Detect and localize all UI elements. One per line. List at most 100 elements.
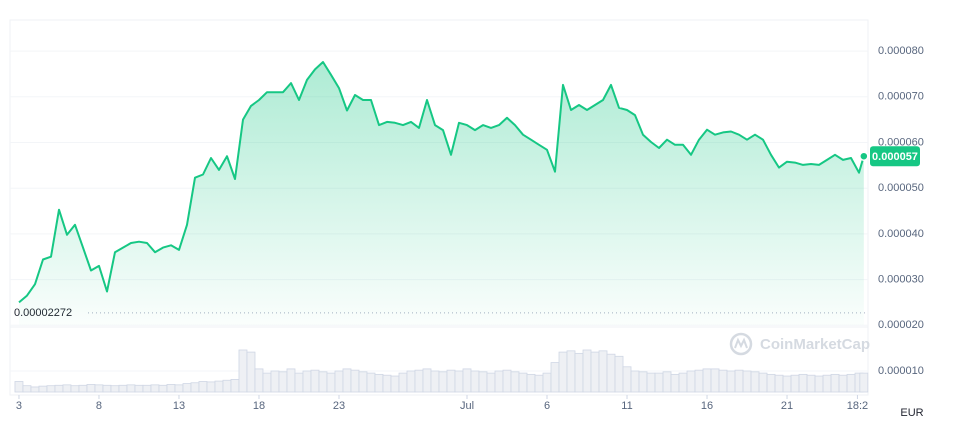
volume-bar	[614, 355, 624, 393]
y-tick-label: 0.000020	[878, 319, 924, 331]
x-tick-label: 11	[621, 400, 632, 412]
watermark-text: CoinMarketCap	[760, 336, 870, 353]
volume-bar	[686, 370, 696, 393]
volume-bar	[374, 373, 384, 393]
volume-bar	[78, 384, 88, 393]
y-tick-label: 0.000030	[878, 274, 924, 286]
volume-bar	[734, 369, 744, 393]
volume-bar	[14, 381, 24, 393]
volume-bar	[710, 368, 720, 393]
area-fill	[18, 62, 864, 325]
volume-bar	[718, 369, 728, 393]
volume-bar	[462, 368, 472, 393]
y-tick-label: 0.000050	[878, 182, 924, 194]
current-price-badge	[870, 146, 920, 167]
volume-bar	[182, 383, 192, 393]
volume-bar	[254, 368, 264, 393]
volume-bar	[174, 384, 184, 393]
volume-bar	[542, 372, 552, 393]
volume-bar	[430, 370, 440, 393]
volume-bar	[222, 379, 232, 393]
x-tick-label: 18	[253, 400, 265, 412]
volume-bar	[806, 374, 816, 393]
volume-bar	[654, 372, 664, 393]
volume-bar	[750, 371, 760, 393]
volume-bar	[214, 380, 224, 393]
volume-bar	[342, 368, 352, 393]
volume-bar	[422, 368, 432, 393]
volume-bar	[582, 349, 592, 393]
x-tick-label: 23	[333, 400, 345, 412]
volume-bar	[518, 372, 528, 393]
volume-bar	[366, 372, 376, 393]
x-tick-label: 3	[16, 400, 22, 412]
volume-bar	[126, 384, 136, 393]
volume-bar	[118, 384, 128, 393]
volume-bar	[30, 386, 40, 393]
volume-bar	[646, 372, 656, 393]
volume-bar	[382, 374, 392, 393]
volume-bar	[742, 370, 752, 393]
volume-bar	[350, 369, 360, 393]
volume-bar	[390, 375, 400, 393]
volume-bar	[262, 372, 272, 393]
volume-bar	[142, 384, 152, 393]
volume-bar	[54, 384, 64, 393]
y-tick-label: 0.000080	[878, 45, 924, 57]
volume-bar	[574, 352, 584, 393]
volume-bar	[598, 350, 608, 393]
volume-bar	[606, 353, 616, 393]
volume-bar	[630, 370, 640, 393]
volume-bar	[278, 371, 288, 393]
x-tick-label: 8	[96, 400, 102, 412]
volume-bar	[310, 369, 320, 393]
volume-bar	[534, 374, 544, 393]
volume-bar	[406, 370, 416, 393]
volume-bar	[758, 372, 768, 393]
volume-bar	[22, 385, 32, 393]
volume-bar	[414, 369, 424, 393]
volume-bar	[662, 371, 672, 393]
volume-bar	[166, 384, 176, 393]
volume-bar	[694, 369, 704, 393]
x-tick-label: 18:2	[847, 400, 868, 412]
volume-bar	[110, 385, 120, 393]
y-tick-label: 0.000070	[878, 91, 924, 103]
volume-bar	[446, 369, 456, 393]
volume-bar	[782, 375, 792, 393]
price-line	[18, 61, 865, 304]
volume-bar	[46, 385, 56, 393]
volume-bar	[206, 381, 216, 393]
volume-bar	[814, 375, 824, 393]
volume-bar	[62, 384, 72, 393]
volume-bar	[230, 378, 240, 393]
volume-bar	[702, 368, 712, 393]
x-tick-label: 6	[544, 400, 550, 412]
volume-bar	[246, 351, 256, 393]
volume-bar	[238, 349, 248, 393]
volume-bar	[790, 374, 800, 393]
volume-bar	[294, 372, 304, 393]
volume-bar	[859, 372, 869, 393]
volume-bar	[478, 371, 488, 393]
volume-bars	[14, 349, 869, 393]
volume-bar	[358, 371, 368, 393]
currency-label: EUR	[900, 407, 923, 419]
volume-bar	[70, 385, 80, 393]
x-tick-label: 21	[781, 400, 793, 412]
volume-bar	[86, 384, 96, 393]
volume-bar	[558, 351, 568, 393]
volume-bar	[438, 371, 448, 393]
volume-bar	[566, 350, 576, 393]
volume-bar	[134, 384, 144, 393]
volume-bar	[38, 385, 48, 393]
volume-bar	[454, 370, 464, 393]
watermark: CoinMarketCap	[729, 332, 870, 356]
volume-bar	[470, 370, 480, 393]
volume-bar	[486, 372, 496, 393]
current-price-label: 0.000057	[872, 151, 918, 163]
volume-bar	[846, 373, 856, 393]
volume-bar	[270, 370, 280, 393]
volume-bar	[334, 370, 344, 393]
